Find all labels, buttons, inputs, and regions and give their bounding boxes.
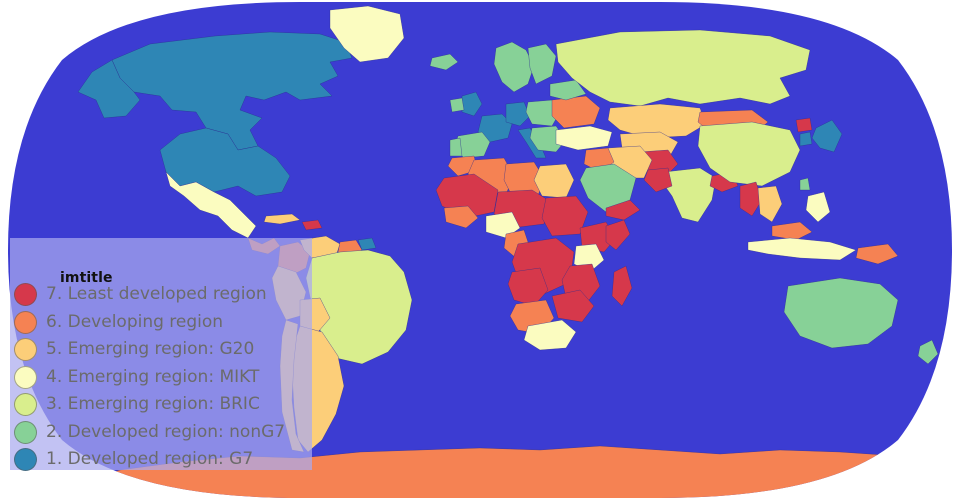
legend-item[interactable]: 1. Developed region: G7	[14, 446, 314, 474]
legend-swatch-icon	[14, 365, 37, 389]
region-japan[interactable]	[811, 119, 843, 153]
legend-item[interactable]: 2. Developed region: nonG7	[14, 419, 314, 447]
region-belarus-baltics[interactable]	[549, 79, 587, 101]
region-ukraine[interactable]	[551, 95, 601, 129]
legend-panel	[10, 238, 312, 470]
region-greenland[interactable]	[329, 5, 405, 63]
legend-item-label: 5. Emerging region: G20	[46, 339, 255, 360]
legend-item-label: 3. Emerging region: BRIC	[46, 394, 260, 415]
legend-swatch-icon	[14, 283, 37, 307]
region-south-africa[interactable]	[523, 319, 577, 351]
region-russia[interactable]	[555, 29, 811, 107]
region-finland[interactable]	[527, 43, 557, 85]
legend-item-label: 2. Developed region: nonG7	[46, 421, 286, 442]
legend-item-label: 4. Emerging region: MIKT	[46, 366, 260, 387]
region-taiwan[interactable]	[799, 177, 811, 191]
region-france[interactable]	[477, 113, 513, 143]
region-alaska[interactable]	[77, 59, 141, 119]
region-canada[interactable]	[111, 31, 353, 151]
region-indonesia[interactable]	[747, 237, 857, 261]
region-norway-sweden[interactable]	[493, 41, 535, 93]
legend-title: imtitle	[60, 270, 113, 286]
region-cuba[interactable]	[263, 213, 301, 225]
legend-item[interactable]: 5. Emerging region: G20	[14, 336, 314, 364]
region-yemen-oman[interactable]	[605, 199, 641, 221]
legend-swatch-icon	[14, 338, 37, 362]
region-somalia[interactable]	[605, 219, 631, 251]
legend-item-label: 6. Developing region	[46, 311, 224, 332]
region-iceland[interactable]	[429, 53, 459, 71]
legend-item[interactable]: 3. Emerging region: BRIC	[14, 391, 314, 419]
region-french-guiana[interactable]	[357, 237, 377, 251]
region-sudan[interactable]	[541, 195, 589, 237]
region-pakistan[interactable]	[643, 167, 673, 193]
legend-swatch-icon	[14, 420, 37, 444]
region-germany[interactable]	[505, 101, 531, 127]
legend-item-label: 7. Least developed region	[46, 284, 267, 305]
region-myanmar[interactable]	[739, 181, 763, 217]
legend-items: 7. Least developed region 6. Developing …	[14, 281, 314, 474]
legend-swatch-icon	[14, 448, 37, 472]
region-kazakhstan[interactable]	[607, 103, 707, 139]
region-china[interactable]	[697, 121, 801, 187]
region-ireland[interactable]	[449, 97, 465, 113]
region-papua-new-guinea[interactable]	[855, 243, 899, 265]
region-west-africa-coast[interactable]	[443, 205, 479, 229]
region-hispaniola[interactable]	[301, 219, 323, 231]
region-north-korea[interactable]	[795, 117, 813, 133]
region-italy[interactable]	[517, 127, 547, 159]
region-philippines[interactable]	[805, 191, 831, 223]
region-malaysia[interactable]	[771, 221, 813, 241]
legend-item-label: 1. Developed region: G7	[46, 449, 254, 470]
region-south-korea[interactable]	[799, 131, 813, 147]
legend-item[interactable]: 7. Least developed region	[14, 281, 314, 309]
region-mauritania-mali[interactable]	[435, 173, 499, 219]
region-thailand-indochina[interactable]	[757, 185, 783, 223]
region-turkey[interactable]	[555, 125, 613, 151]
region-new-zealand[interactable]	[917, 339, 939, 365]
region-portugal[interactable]	[449, 137, 463, 157]
legend-item[interactable]: 4. Emerging region: MIKT	[14, 364, 314, 392]
region-mexico[interactable]	[165, 171, 257, 239]
legend-item[interactable]: 6. Developing region	[14, 309, 314, 337]
region-australia[interactable]	[783, 277, 899, 349]
region-madagascar[interactable]	[611, 265, 633, 307]
legend-swatch-icon	[14, 393, 37, 417]
legend-swatch-icon	[14, 310, 37, 334]
region-zimbabwe-mozambique[interactable]	[551, 289, 595, 323]
